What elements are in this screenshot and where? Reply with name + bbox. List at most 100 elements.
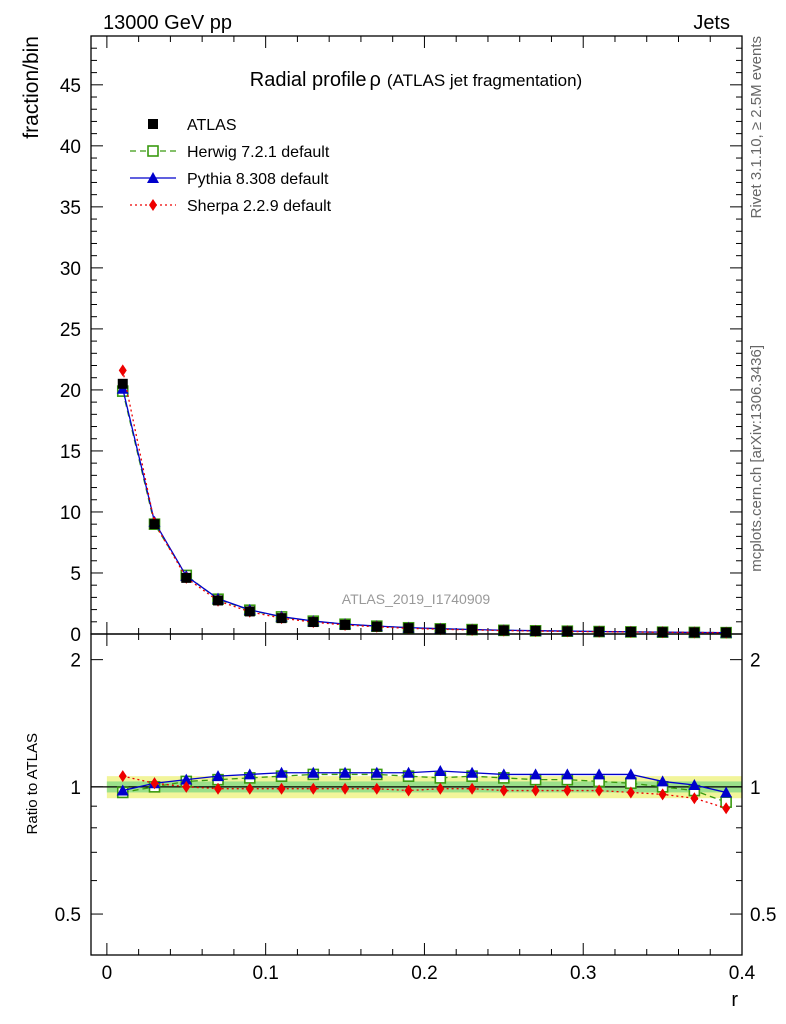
ratio-point-sherpa <box>436 782 445 795</box>
ratio-point-pythia <box>402 766 415 778</box>
main-point-atlas <box>562 626 573 637</box>
main-point-atlas <box>467 624 478 635</box>
main-point-atlas <box>721 627 732 638</box>
ratio-point-sherpa <box>245 782 254 795</box>
main-point-atlas <box>403 623 414 634</box>
ratio-point-sherpa <box>309 782 318 795</box>
ratio-point-sherpa <box>499 784 508 797</box>
ratio-point-pythia <box>116 784 129 796</box>
main-y-tick-label: 10 <box>60 503 81 524</box>
main-y-tick-label: 30 <box>60 259 81 280</box>
ratio-x-tick-label: 0.1 <box>252 963 278 984</box>
ratio-point-pythia <box>466 766 479 778</box>
ratio-point-sherpa <box>214 782 223 795</box>
main-y-tick-label: 5 <box>70 564 81 585</box>
main-point-atlas <box>213 595 224 606</box>
ratio-point-sherpa <box>341 782 350 795</box>
ratio-series-line-sherpa <box>122 775 727 809</box>
legend-label-pythia: Pythia 8.308 default <box>187 171 329 188</box>
source-label: mcplots.cern.ch [arXiv:1306.3436] <box>748 345 765 572</box>
ratio-point-sherpa <box>626 786 635 799</box>
main-y-tick-label: 45 <box>60 76 81 97</box>
ratio-axes: 0 0.1 0.2 0.3 0.4 0.5 0.5 1 1 2 2 <box>55 633 776 984</box>
legend-entry-herwig: Herwig 7.2.1 default <box>130 144 330 161</box>
ratio-y-tick-label-right: 1 <box>750 778 761 799</box>
main-point-atlas <box>371 621 382 632</box>
ratio-y-tick-label: 1 <box>70 778 81 799</box>
ratio-ylabel: Ratio to ATLAS <box>24 733 41 834</box>
main-y-tick-label: 25 <box>60 320 81 341</box>
ratio-series-group <box>116 765 733 815</box>
ratio-point-pythia <box>275 766 288 778</box>
legend-entry-sherpa: Sherpa 2.2.9 default <box>130 198 332 215</box>
main-point-atlas <box>117 378 128 389</box>
legend: ATLAS Herwig 7.2.1 default Pythia 8.308 de… <box>130 117 332 215</box>
main-point-atlas <box>625 626 636 637</box>
legend-label-sherpa: Sherpa 2.2.9 default <box>187 198 332 215</box>
main-y-tick-label: 0 <box>70 625 81 646</box>
main-point-sherpa <box>118 364 127 377</box>
legend-marker-atlas <box>148 119 158 129</box>
main-series-atlas <box>117 378 732 638</box>
main-title-text: Radial profile <box>250 69 367 91</box>
legend-marker-sherpa <box>149 199 157 211</box>
main-y-tick-label: 20 <box>60 381 81 402</box>
main-point-atlas <box>149 519 160 530</box>
ratio-series-pythia <box>116 765 733 798</box>
ratio-point-sherpa <box>118 770 127 783</box>
main-point-atlas <box>530 625 541 636</box>
ratio-point-pythia <box>307 766 320 778</box>
legend-marker-pythia <box>147 172 159 183</box>
ratio-y-tick-label: 2 <box>70 651 81 672</box>
energy-label: 13000 GeV pp <box>103 12 232 34</box>
main-title: Radial profile ρ (ATLAS jet fragmentation) <box>250 69 582 91</box>
ratio-frame <box>90 633 743 956</box>
ratio-x-tick-label: 0 <box>102 963 113 984</box>
ratio-point-sherpa <box>277 782 286 795</box>
ratio-point-pythia <box>561 768 574 780</box>
main-point-atlas <box>657 627 668 638</box>
ratio-xlabel: r <box>731 989 738 1011</box>
main-point-atlas <box>498 625 509 636</box>
ratio-point-sherpa <box>658 788 667 801</box>
legend-marker-herwig <box>147 145 159 157</box>
ratio-y-tick-label: 0.5 <box>55 905 81 926</box>
main-point-atlas <box>308 617 319 628</box>
ratio-point-sherpa <box>468 782 477 795</box>
ratio-point-pythia <box>656 775 669 787</box>
legend-label-herwig: Herwig 7.2.1 default <box>187 144 330 161</box>
rivet-label: Rivet 3.1.10, ≥ 2.5M events <box>748 36 765 219</box>
ratio-point-sherpa <box>182 780 191 793</box>
main-title-suffix: (ATLAS jet fragmentation) <box>387 71 582 90</box>
analysis-id-label: ATLAS_2019_I1740909 <box>342 591 491 607</box>
ratio-x-tick-label: 0.4 <box>729 963 756 984</box>
ratio-point-pythia <box>624 768 637 780</box>
legend-label-atlas: ATLAS <box>187 117 237 134</box>
main-point-atlas <box>244 606 255 617</box>
main-point-atlas <box>181 572 192 583</box>
main-series-line-pythia <box>122 388 727 634</box>
legend-entry-atlas: ATLAS <box>148 117 237 134</box>
ratio-point-pythia <box>339 766 352 778</box>
main-y-tick-label: 35 <box>60 198 81 219</box>
legend-entry-pythia: Pythia 8.308 default <box>130 171 329 188</box>
ratio-x-tick-label: 0.3 <box>570 963 596 984</box>
ratio-series-line-pythia <box>122 770 727 794</box>
ratio-y-tick-label-right: 2 <box>750 651 761 672</box>
main-series-group <box>116 364 733 639</box>
ratio-point-sherpa <box>372 782 381 795</box>
ratio-point-sherpa <box>595 784 604 797</box>
ratio-series-sherpa <box>118 770 731 815</box>
ratio-point-sherpa <box>690 792 699 805</box>
ratio-point-pythia <box>370 766 383 778</box>
ratio-point-sherpa <box>722 802 731 815</box>
ratio-point-pythia <box>593 768 606 780</box>
ratio-point-sherpa <box>563 784 572 797</box>
ratio-point-pythia <box>180 773 193 785</box>
main-axes: 0 5 10 15 20 25 30 35 40 45 <box>60 35 743 646</box>
ratio-point-sherpa <box>150 777 159 790</box>
ratio-x-tick-label: 0.2 <box>411 963 437 984</box>
category-label: Jets <box>693 12 730 34</box>
ratio-point-sherpa <box>531 784 540 797</box>
